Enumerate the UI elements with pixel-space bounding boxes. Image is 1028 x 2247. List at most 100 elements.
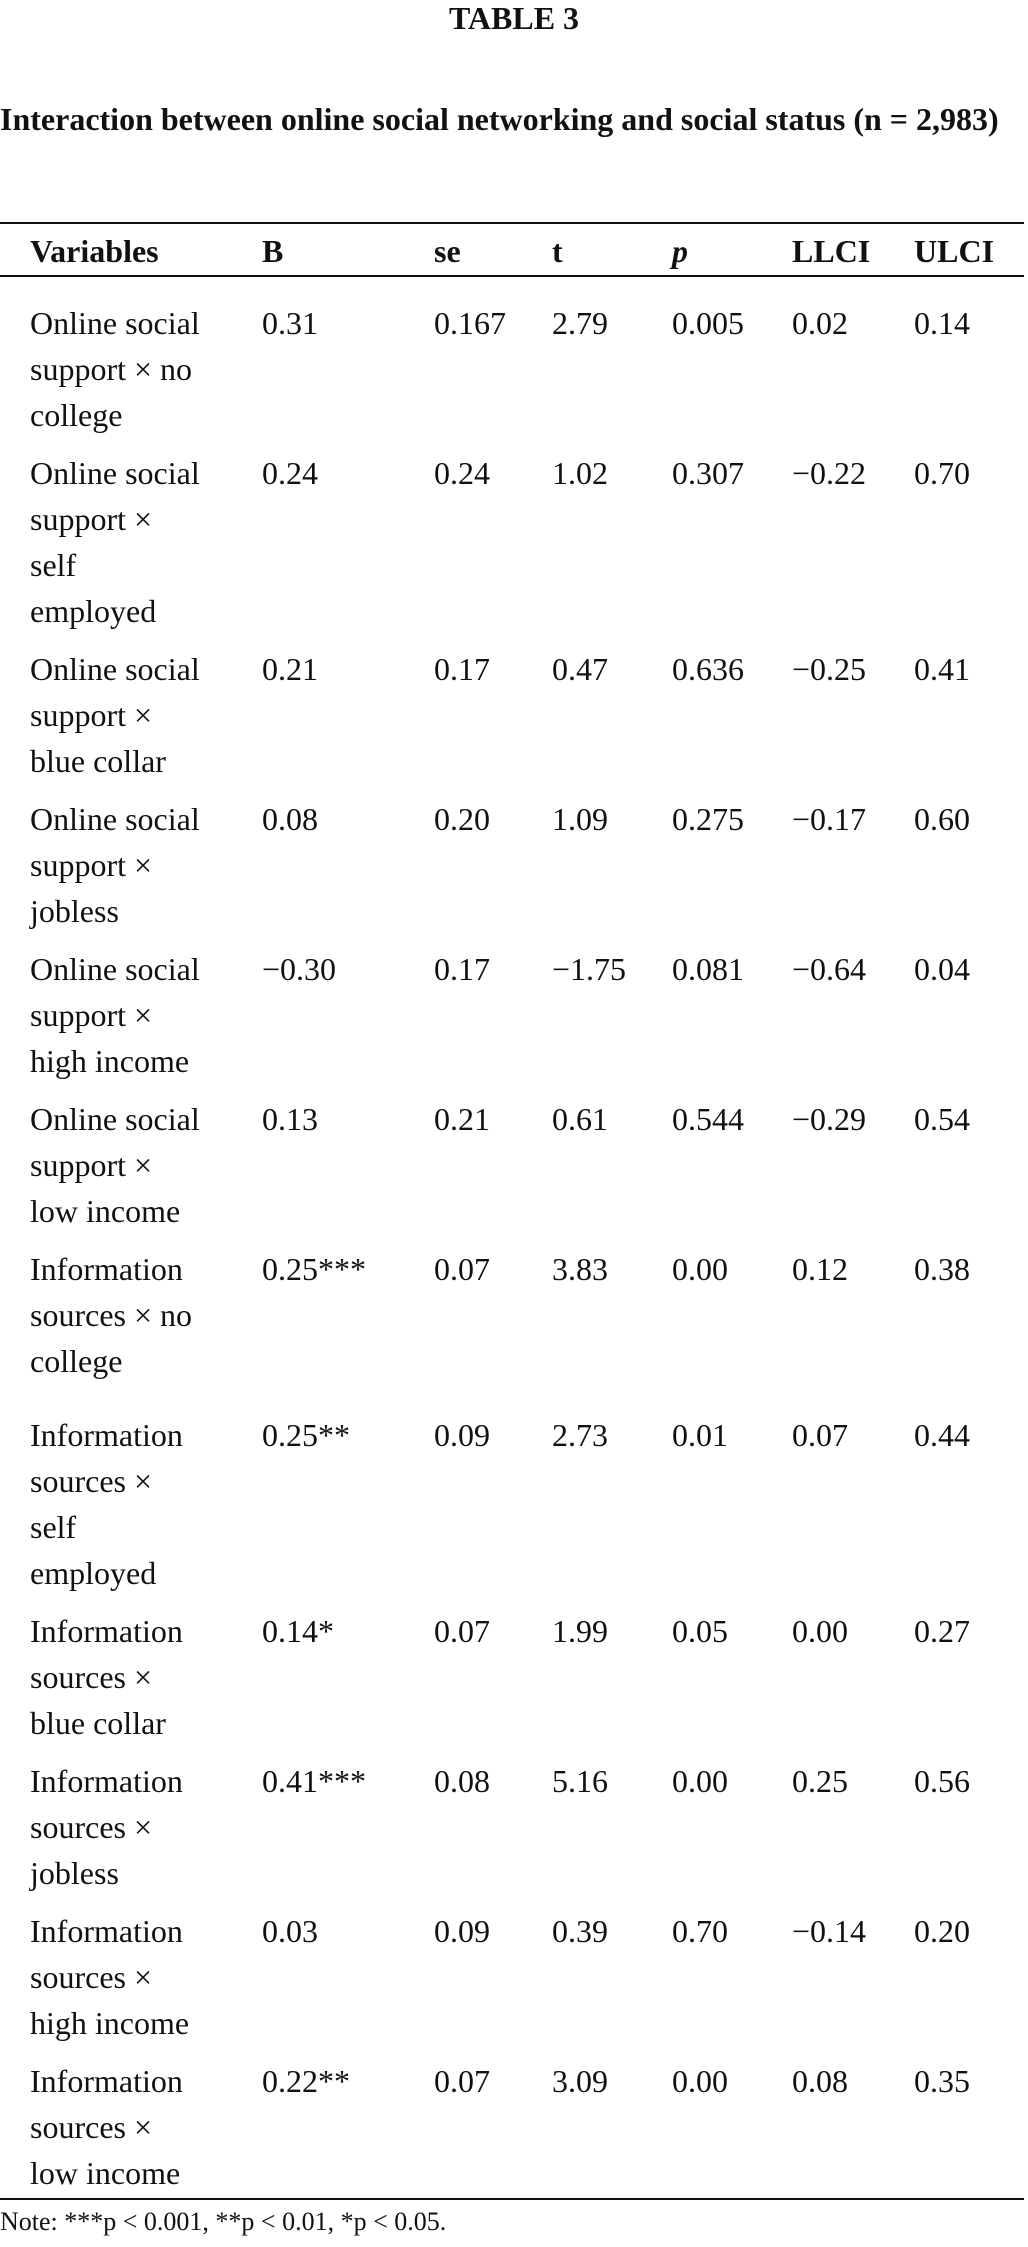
cell-variable: support ×	[30, 697, 153, 733]
header-variables: Variables	[30, 233, 159, 269]
header-ulci: ULCI	[914, 233, 995, 269]
cell-llci: −0.64	[792, 951, 867, 987]
cell-p: 0.70	[672, 1913, 728, 1949]
cell-se: 0.20	[434, 801, 490, 837]
cell-variable: Online social	[30, 455, 200, 491]
cell-variable: support ×	[30, 997, 153, 1033]
cell-variable: Information	[30, 1417, 183, 1453]
cell-llci: 0.00	[792, 1613, 848, 1649]
cell-llci: 0.12	[792, 1251, 848, 1287]
cell-variable: sources ×	[30, 1659, 153, 1695]
header-llci: LLCI	[792, 233, 871, 269]
cell-variable: Online social	[30, 951, 200, 987]
cell-llci: −0.29	[792, 1101, 867, 1137]
cell-b: −0.30	[262, 951, 337, 987]
cell-ulci: 0.38	[914, 1251, 970, 1287]
cell-variable: sources ×	[30, 1809, 153, 1845]
cell-t: 0.61	[552, 1101, 608, 1137]
header-t: t	[552, 233, 563, 269]
header-b: B	[262, 233, 284, 269]
table-bottom-rule	[0, 2198, 1024, 2200]
cell-se: 0.08	[434, 1763, 490, 1799]
cell-variable: Information	[30, 1251, 183, 1287]
cell-se: 0.07	[434, 1613, 490, 1649]
cell-variable: self	[30, 1509, 77, 1545]
cell-se: 0.24	[434, 455, 490, 491]
cell-p: 0.544	[672, 1101, 744, 1137]
cell-p: 0.005	[672, 305, 744, 341]
cell-p: 0.00	[672, 2063, 728, 2099]
cell-llci: 0.25	[792, 1763, 848, 1799]
cell-se: 0.09	[434, 1417, 490, 1453]
table-caption: Interaction between online social networ…	[0, 101, 999, 137]
cell-variable: Online social	[30, 801, 200, 837]
cell-t: 3.09	[552, 2063, 608, 2099]
cell-se: 0.17	[434, 651, 490, 687]
cell-ulci: 0.60	[914, 801, 970, 837]
cell-variable: support ×	[30, 1147, 153, 1183]
cell-llci: −0.14	[792, 1913, 867, 1949]
cell-variable: sources ×	[30, 1959, 153, 1995]
cell-variable: Information	[30, 1913, 183, 1949]
cell-variable: jobless	[30, 1855, 119, 1891]
cell-variable: sources × no	[30, 1297, 193, 1333]
cell-t: 0.39	[552, 1913, 608, 1949]
cell-p: 0.00	[672, 1251, 728, 1287]
cell-p: 0.01	[672, 1417, 728, 1453]
cell-variable: college	[30, 397, 123, 433]
cell-b: 0.14*	[262, 1613, 334, 1649]
cell-b: 0.03	[262, 1913, 318, 1949]
cell-ulci: 0.54	[914, 1101, 970, 1137]
cell-b: 0.24	[262, 455, 318, 491]
cell-t: 2.73	[552, 1417, 608, 1453]
cell-variable: blue collar	[30, 1705, 166, 1741]
cell-p: 0.05	[672, 1613, 728, 1649]
cell-p: 0.00	[672, 1763, 728, 1799]
cell-ulci: 0.04	[914, 951, 970, 987]
cell-p: 0.275	[672, 801, 744, 837]
cell-b: 0.13	[262, 1101, 318, 1137]
cell-p: 0.636	[672, 651, 744, 687]
cell-t: 3.83	[552, 1251, 608, 1287]
cell-variable: blue collar	[30, 743, 166, 779]
cell-variable: self	[30, 547, 77, 583]
cell-t: 2.79	[552, 305, 608, 341]
cell-variable: Online social	[30, 305, 200, 341]
cell-variable: Online social	[30, 651, 200, 687]
cell-variable: low income	[30, 1193, 181, 1229]
cell-ulci: 0.44	[914, 1417, 970, 1453]
cell-ulci: 0.14	[914, 305, 970, 341]
cell-ulci: 0.35	[914, 2063, 970, 2099]
cell-ulci: 0.27	[914, 1613, 970, 1649]
cell-variable: college	[30, 1343, 123, 1379]
cell-t: 5.16	[552, 1763, 608, 1799]
cell-variable: employed	[30, 1555, 157, 1591]
cell-b: 0.22**	[262, 2063, 350, 2099]
cell-variable: Information	[30, 1613, 183, 1649]
cell-p: 0.081	[672, 951, 744, 987]
cell-variable: sources ×	[30, 1463, 153, 1499]
table-header-rule	[0, 275, 1024, 277]
cell-t: −1.75	[552, 951, 627, 987]
cell-variable: jobless	[30, 893, 119, 929]
cell-t: 1.99	[552, 1613, 608, 1649]
cell-b: 0.25**	[262, 1417, 350, 1453]
cell-t: 1.02	[552, 455, 608, 491]
cell-t: 1.09	[552, 801, 608, 837]
cell-llci: −0.25	[792, 651, 867, 687]
cell-se: 0.07	[434, 2063, 490, 2099]
cell-ulci: 0.70	[914, 455, 970, 491]
table-note: Note: ***p < 0.001, **p < 0.01, *p < 0.0…	[0, 2207, 447, 2236]
cell-b: 0.25***	[262, 1251, 366, 1287]
cell-b: 0.21	[262, 651, 318, 687]
cell-se: 0.09	[434, 1913, 490, 1949]
cell-se: 0.167	[434, 305, 506, 341]
cell-b: 0.31	[262, 305, 318, 341]
cell-se: 0.17	[434, 951, 490, 987]
table-label: TABLE 3	[448, 0, 580, 36]
cell-variable: support ×	[30, 501, 153, 537]
header-se: se	[434, 233, 461, 269]
cell-variable: Online social	[30, 1101, 200, 1137]
table-top-rule	[0, 222, 1024, 224]
